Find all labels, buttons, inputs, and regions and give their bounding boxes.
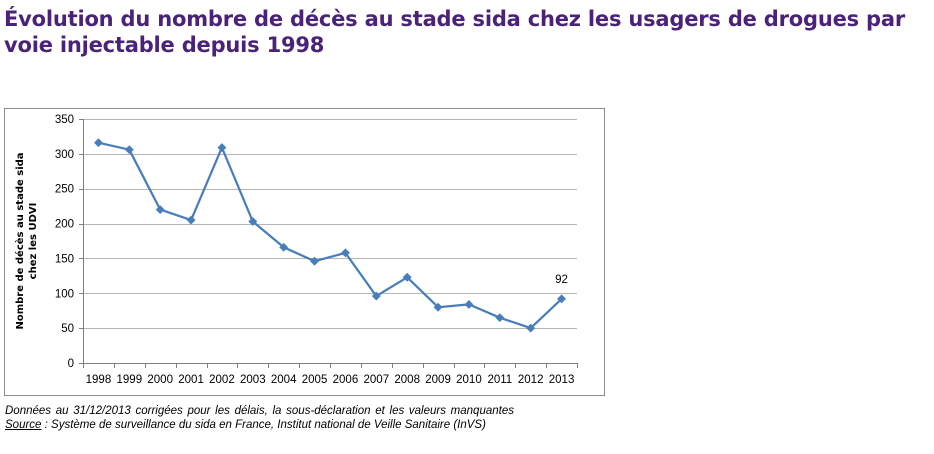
axes xyxy=(79,119,578,368)
x-tick-label: 2003 xyxy=(240,374,266,386)
data-point-2011 xyxy=(495,313,505,323)
y-tick-label: 50 xyxy=(61,323,74,335)
x-tick-label: 2012 xyxy=(518,374,544,386)
x-tick-label: 1998 xyxy=(86,374,112,386)
data-point-1998 xyxy=(93,138,103,148)
data-point-2009 xyxy=(433,302,443,312)
y-axis-title: Nombre de décès au stade sida chez les U… xyxy=(14,152,39,329)
data-point-2006 xyxy=(340,248,350,258)
y-tick-label: 350 xyxy=(55,114,74,126)
data-point-2002 xyxy=(217,143,227,153)
data-point-2013 xyxy=(557,294,567,304)
x-tick-label: 2009 xyxy=(425,374,451,386)
page-title-line-1: Évolution du nombre de décès au stade si… xyxy=(4,7,906,31)
x-tick-label: 2002 xyxy=(209,374,235,386)
y-tick-label: 100 xyxy=(55,288,74,300)
source-note: Source : Système de surveillance du sida… xyxy=(5,419,486,431)
x-tick-label: 1999 xyxy=(117,374,143,386)
y-axis-title-line-1: Nombre de décès au stade sida xyxy=(14,152,26,329)
y-tick-label: 300 xyxy=(55,149,74,161)
source-text: : Système de surveillance du sida en Fra… xyxy=(41,419,486,431)
x-tick-label: 2000 xyxy=(147,374,173,386)
y-tick-label: 150 xyxy=(55,253,74,265)
y-tick-label: 0 xyxy=(68,358,74,370)
data-labels: 92 xyxy=(555,274,568,286)
data-point-2007 xyxy=(371,291,381,301)
data-point-2003 xyxy=(248,216,258,227)
page-title-line-2: voie injectable depuis 1998 xyxy=(4,33,325,57)
x-tick-label: 2005 xyxy=(302,374,328,386)
x-tick-label: 2001 xyxy=(178,374,204,386)
grid-lines xyxy=(83,119,577,329)
page-title: Évolution du nombre de décès au stade si… xyxy=(4,6,932,58)
data-point-2005 xyxy=(310,256,320,266)
x-tick-labels: 1998 1999 2000 2001 2002 2003 2004 2005 2006 2007… xyxy=(86,374,575,386)
x-tick-label: 2010 xyxy=(456,374,482,386)
line-chart: 0 50 100 150 200 250 300 350 1998 1999 2000 2001 20… xyxy=(14,114,578,386)
data-point-1999 xyxy=(124,145,134,155)
y-tick-labels: 0 50 100 150 200 250 300 350 xyxy=(55,114,74,370)
data-label-2013: 92 xyxy=(555,274,568,286)
x-tick-label: 2006 xyxy=(333,374,359,386)
chart-frame: 0 50 100 150 200 250 300 350 1998 1999 2000 2001 20… xyxy=(4,108,605,396)
y-axis-title-line-2: chez les UDVI xyxy=(28,203,39,280)
series xyxy=(93,138,567,333)
x-tick-label: 2011 xyxy=(487,374,512,386)
source-label: Source xyxy=(5,419,42,431)
x-tick-label: 2013 xyxy=(549,374,575,386)
data-point-2004 xyxy=(279,242,289,252)
data-point-2000 xyxy=(155,205,165,215)
y-tick-label: 200 xyxy=(55,219,74,231)
y-tick-label: 250 xyxy=(55,184,74,196)
data-point-2001 xyxy=(186,215,196,225)
data-point-2012 xyxy=(526,323,536,333)
x-tick-label: 2007 xyxy=(364,374,390,386)
x-tick-label: 2004 xyxy=(271,374,297,386)
data-point-2010 xyxy=(464,299,474,309)
data-point-2008 xyxy=(402,272,412,282)
series-line xyxy=(98,141,563,330)
x-tick-label: 2008 xyxy=(394,374,420,386)
data-note: Données au 31/12/2013 corrigées pour les… xyxy=(5,405,514,417)
